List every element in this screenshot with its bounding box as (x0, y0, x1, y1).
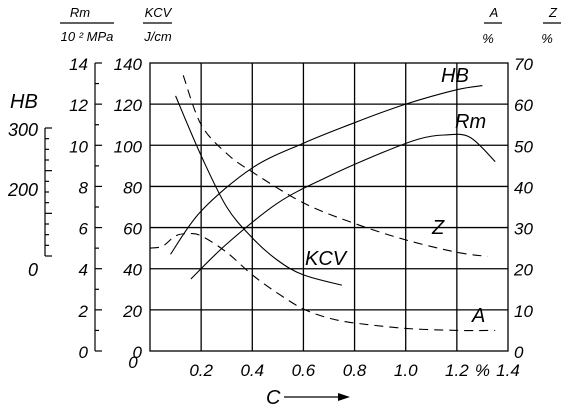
kcv-tick-label: 0 (133, 343, 143, 362)
x-tick-label: % (475, 361, 490, 380)
a-tick-label: 20 (513, 261, 533, 280)
series-labels: HB Rm KCV Z A (305, 65, 486, 327)
a-tick-label: 30 (514, 220, 533, 239)
series-rm-line (190, 133, 496, 280)
x-tick-label: 0.6 (292, 361, 316, 380)
rm-tick-label: 12 (69, 96, 88, 115)
hb-axis-label: HB (10, 91, 38, 113)
rm-tick-label: 4 (79, 261, 88, 280)
series-kcv-line (175, 95, 342, 286)
hb-tick-label: 0 (28, 260, 38, 280)
series-hb-line (170, 85, 483, 255)
plot-frame (149, 62, 509, 352)
series-label-kcv: KCV (305, 248, 348, 270)
a-axis-label-top: A (489, 5, 499, 20)
rm-tick-label: 2 (78, 302, 89, 321)
a-tick-label: 40 (514, 178, 533, 197)
rm-tick-label: 6 (79, 220, 89, 239)
left-axis-zero-label: 0 (128, 353, 138, 372)
x-tick-label: 0.8 (343, 361, 367, 380)
x-axis-label: C (266, 387, 281, 409)
a-tick-label: 70 (514, 55, 533, 74)
kcv-tick-label: 60 (123, 220, 142, 239)
series-label-hb: HB (441, 65, 469, 87)
x-tick-label: 1.2 (445, 361, 469, 380)
x-tick-label: 0.2 (189, 361, 213, 380)
a-tick-label: 60 (514, 96, 533, 115)
series-label-a: A (471, 305, 485, 327)
kcv-tick-label: 80 (123, 178, 142, 197)
kcv-tick-label: 120 (114, 96, 143, 115)
kcv-tick-label: 20 (122, 302, 142, 321)
x-tick-label: 0.4 (240, 361, 264, 380)
hb-tick-label: 200 (7, 180, 38, 200)
kcv-tick-label: 100 (114, 137, 143, 156)
plot-grid (149, 62, 509, 352)
series-label-rm: Rm (455, 111, 486, 133)
a-tick-label: 50 (514, 137, 533, 156)
kcv-axis-label-bottom: J/cm (143, 29, 172, 44)
hb-tick-label: 300 (8, 120, 38, 140)
kcv-tick-label: 40 (123, 261, 142, 280)
kcv-axis-label-top: KCV (145, 5, 173, 20)
z-axis-label-top: Z (548, 5, 558, 20)
x-axis-arrow-head (338, 393, 350, 401)
z-axis-label-bottom: % (541, 31, 553, 46)
series-label-z: Z (431, 217, 445, 239)
a-tick-label: 10 (514, 302, 533, 321)
rm-tick-label: 8 (79, 178, 89, 197)
rm-axis-label-top: Rm (70, 5, 90, 20)
rm-axis-label-bottom: 10 ² MPa (61, 29, 114, 44)
x-tick-label: 1.4 (496, 361, 520, 380)
curves (149, 75, 496, 332)
x-tick-label: 1.0 (394, 361, 418, 380)
series-z-line (182, 75, 488, 257)
rm-tick-label: 14 (69, 55, 88, 74)
rm-tick-label: 0 (79, 343, 89, 362)
kcv-tick-label: 140 (114, 55, 143, 74)
rm-tick-label: 10 (69, 137, 88, 156)
series-a-line (149, 232, 496, 332)
a-tick-label: 0 (514, 343, 524, 362)
a-axis-label-bottom: % (482, 31, 494, 46)
